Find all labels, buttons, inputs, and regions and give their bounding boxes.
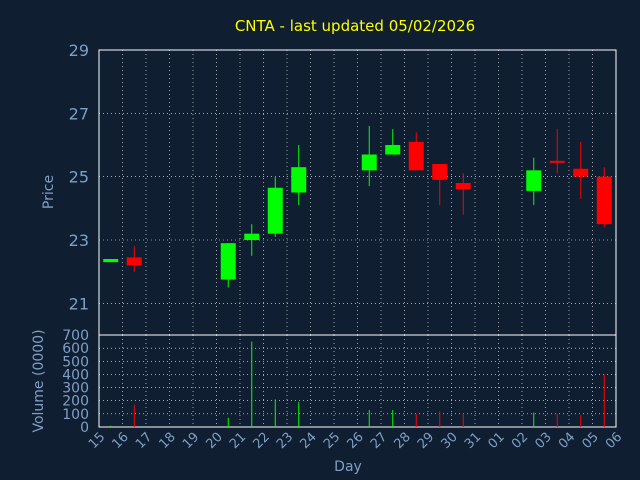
x-tick-label: 24 xyxy=(297,430,319,452)
candle-body xyxy=(361,154,377,171)
candle xyxy=(361,126,377,187)
candle xyxy=(126,246,142,272)
candles xyxy=(103,126,612,288)
x-tick-label: 05 xyxy=(579,430,601,452)
candle xyxy=(549,129,565,174)
volume-plot-frame xyxy=(98,334,617,428)
candle-body xyxy=(244,233,260,240)
candle xyxy=(455,173,471,215)
day-axis: 15 16 17 18 19 20 21 22 23 24 25 26 27 28 29 30 31 01 02 03… xyxy=(86,430,625,452)
candle-body xyxy=(103,259,119,263)
x-tick-label: 02 xyxy=(509,430,531,452)
x-tick-label: 28 xyxy=(391,430,413,452)
candle xyxy=(526,157,542,206)
x-tick-label: 19 xyxy=(180,430,202,452)
candle-body xyxy=(220,243,236,280)
volume-tick-label: 300 xyxy=(62,381,89,397)
candle-body xyxy=(455,183,471,190)
candle-body xyxy=(408,141,424,171)
candle-body xyxy=(549,160,565,163)
volume-tick-label: 200 xyxy=(62,394,89,410)
price-tick-label: 23 xyxy=(69,231,89,250)
x-tick-label: 18 xyxy=(156,430,178,452)
candle xyxy=(103,259,119,263)
x-tick-label: 06 xyxy=(603,430,625,452)
candle xyxy=(244,224,260,256)
price-axis-label: Price xyxy=(41,175,57,209)
x-tick-label: 29 xyxy=(415,430,437,452)
candle xyxy=(432,164,448,206)
candle xyxy=(596,167,612,228)
x-tick-label: 31 xyxy=(462,430,484,452)
x-tick-label: 30 xyxy=(438,430,460,452)
candle-body xyxy=(291,167,307,193)
volume-tick-label: 600 xyxy=(62,341,89,357)
price-axis: 21 23 25 27 29 xyxy=(69,41,89,313)
x-tick-label: 03 xyxy=(532,430,554,452)
x-tick-label: 20 xyxy=(203,430,225,452)
x-tick-label: 15 xyxy=(86,430,108,452)
candle-body xyxy=(126,257,142,266)
x-tick-label: 01 xyxy=(485,430,507,452)
candle-body xyxy=(432,164,448,180)
volume-tick-label: 700 xyxy=(62,328,89,344)
volume-tick-label: 400 xyxy=(62,367,89,383)
x-tick-label: 22 xyxy=(250,430,272,452)
x-tick-label: 26 xyxy=(344,430,366,452)
price-tick-label: 25 xyxy=(69,168,89,187)
price-tick-label: 21 xyxy=(69,294,89,313)
volume-tick-label: 100 xyxy=(62,407,89,423)
price-plot-frame xyxy=(98,49,617,336)
candle xyxy=(267,176,283,237)
candle-body xyxy=(267,187,283,234)
volume-tick-label: 0 xyxy=(80,420,89,436)
day-axis-label: Day xyxy=(334,459,362,475)
volume-tick-label: 500 xyxy=(62,354,89,370)
candle xyxy=(408,132,424,171)
x-tick-label: 23 xyxy=(274,430,296,452)
price-grid xyxy=(99,50,616,335)
price-tick-label: 29 xyxy=(69,41,89,60)
candle xyxy=(220,243,236,288)
x-tick-label: 17 xyxy=(133,430,155,452)
x-tick-label: 04 xyxy=(556,430,578,452)
candle-body xyxy=(573,168,589,177)
volume-bars xyxy=(110,341,605,427)
x-tick-label: 16 xyxy=(109,430,131,452)
candle-body xyxy=(385,145,401,155)
chart-title: CNTA - last updated 05/02/2026 xyxy=(235,17,475,35)
candle-body xyxy=(526,170,542,191)
volume-axis-label: Volume (0000) xyxy=(31,329,47,432)
candle xyxy=(385,129,401,155)
volume-grid xyxy=(99,335,616,427)
x-tick-label: 27 xyxy=(368,430,390,452)
candle-body xyxy=(596,176,612,225)
candle xyxy=(573,141,589,199)
x-tick-label: 25 xyxy=(321,430,343,452)
x-tick-label: 21 xyxy=(227,430,249,452)
candle xyxy=(291,145,307,206)
price-tick-label: 27 xyxy=(69,104,89,123)
